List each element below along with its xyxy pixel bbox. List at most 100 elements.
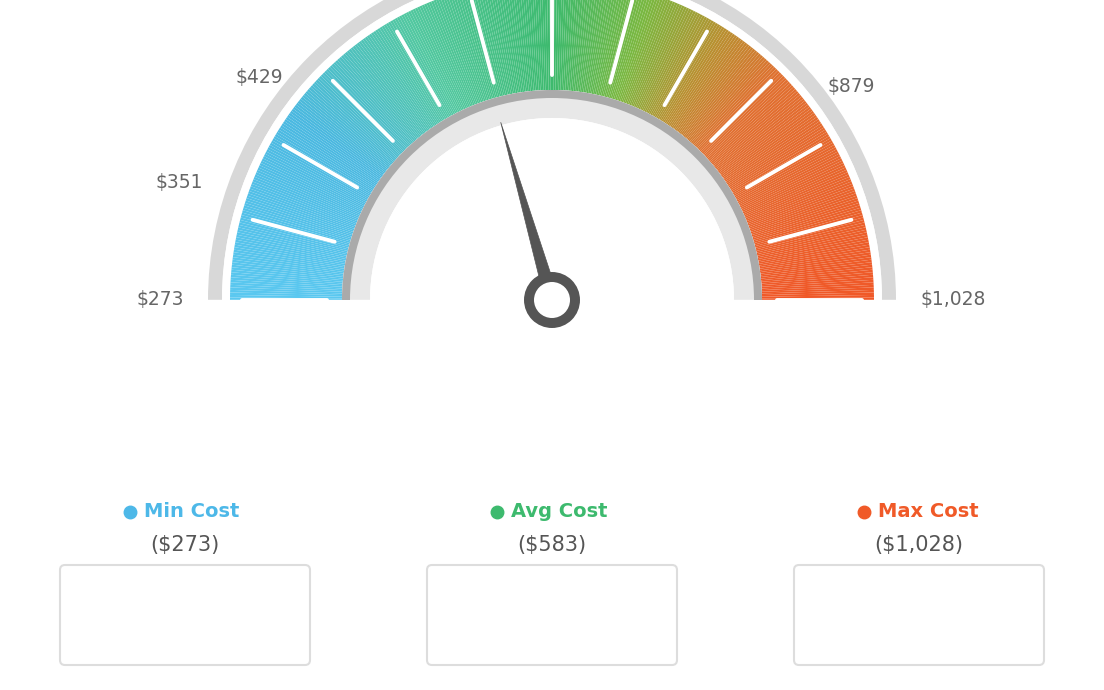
Wedge shape: [617, 0, 654, 101]
Wedge shape: [660, 24, 720, 121]
Wedge shape: [732, 134, 829, 193]
Wedge shape: [745, 172, 849, 218]
Wedge shape: [552, 0, 554, 90]
Wedge shape: [603, 0, 633, 97]
Wedge shape: [246, 198, 353, 235]
Wedge shape: [242, 210, 350, 243]
Wedge shape: [290, 110, 382, 178]
Wedge shape: [696, 66, 774, 148]
Wedge shape: [295, 105, 385, 174]
Wedge shape: [645, 11, 696, 112]
Wedge shape: [250, 188, 355, 229]
Wedge shape: [319, 76, 401, 155]
Wedge shape: [582, 0, 599, 92]
Wedge shape: [304, 93, 391, 166]
Wedge shape: [705, 79, 788, 157]
Wedge shape: [733, 138, 831, 196]
Text: $429: $429: [235, 68, 283, 87]
Wedge shape: [734, 141, 832, 197]
Wedge shape: [287, 115, 380, 181]
Text: $879: $879: [828, 77, 875, 96]
Wedge shape: [611, 0, 645, 99]
Wedge shape: [232, 267, 343, 280]
Wedge shape: [711, 89, 797, 164]
Wedge shape: [517, 0, 531, 91]
Wedge shape: [704, 78, 787, 156]
Wedge shape: [757, 233, 868, 257]
Wedge shape: [762, 297, 874, 300]
Wedge shape: [681, 46, 752, 135]
Wedge shape: [754, 213, 862, 244]
Wedge shape: [235, 239, 346, 262]
Wedge shape: [762, 287, 874, 293]
Wedge shape: [314, 81, 397, 159]
Wedge shape: [615, 0, 651, 100]
Wedge shape: [330, 66, 408, 148]
FancyBboxPatch shape: [60, 565, 310, 665]
Wedge shape: [746, 177, 850, 221]
Wedge shape: [438, 0, 479, 104]
Wedge shape: [586, 0, 607, 93]
Wedge shape: [640, 8, 689, 110]
Wedge shape: [286, 117, 380, 182]
Wedge shape: [743, 168, 847, 215]
Wedge shape: [475, 0, 503, 96]
Wedge shape: [724, 117, 818, 182]
Wedge shape: [455, 0, 490, 100]
Wedge shape: [758, 245, 870, 266]
Wedge shape: [231, 282, 342, 290]
Wedge shape: [337, 59, 413, 144]
Wedge shape: [242, 213, 350, 244]
Wedge shape: [231, 273, 342, 284]
Wedge shape: [588, 0, 609, 93]
Wedge shape: [721, 109, 813, 177]
Wedge shape: [344, 52, 418, 139]
Wedge shape: [241, 215, 350, 246]
Wedge shape: [544, 0, 549, 90]
Wedge shape: [469, 0, 500, 97]
Wedge shape: [546, 0, 551, 90]
Wedge shape: [750, 193, 857, 232]
Wedge shape: [255, 175, 359, 219]
Wedge shape: [601, 0, 629, 96]
Text: $351: $351: [156, 173, 203, 192]
Wedge shape: [745, 175, 849, 219]
Wedge shape: [263, 156, 364, 208]
Wedge shape: [609, 0, 641, 99]
Wedge shape: [378, 28, 439, 124]
Wedge shape: [735, 143, 835, 199]
Wedge shape: [386, 23, 445, 120]
Wedge shape: [485, 0, 509, 95]
Wedge shape: [359, 41, 427, 132]
Wedge shape: [762, 293, 874, 297]
Wedge shape: [718, 103, 808, 172]
Wedge shape: [275, 134, 372, 193]
Wedge shape: [240, 217, 349, 248]
Wedge shape: [367, 35, 433, 128]
Wedge shape: [761, 259, 872, 275]
Wedge shape: [370, 118, 734, 300]
Wedge shape: [742, 163, 845, 212]
Wedge shape: [300, 97, 389, 168]
Wedge shape: [309, 87, 394, 162]
Wedge shape: [230, 287, 342, 293]
Wedge shape: [343, 54, 417, 140]
Wedge shape: [380, 27, 440, 123]
Wedge shape: [747, 181, 852, 224]
Wedge shape: [575, 0, 590, 92]
Wedge shape: [347, 50, 420, 138]
Wedge shape: [751, 198, 858, 235]
Wedge shape: [234, 245, 346, 266]
Wedge shape: [326, 69, 406, 150]
Wedge shape: [590, 0, 613, 94]
Wedge shape: [729, 126, 824, 188]
Wedge shape: [375, 30, 438, 124]
Wedge shape: [230, 290, 342, 295]
Wedge shape: [565, 0, 575, 90]
Wedge shape: [593, 0, 617, 95]
Wedge shape: [534, 0, 542, 90]
Wedge shape: [756, 225, 866, 253]
Wedge shape: [716, 101, 806, 171]
Wedge shape: [250, 186, 355, 227]
Wedge shape: [351, 47, 422, 136]
